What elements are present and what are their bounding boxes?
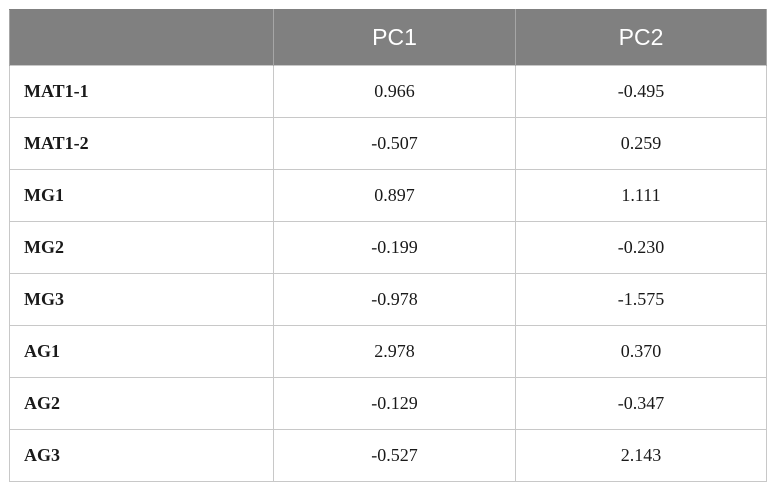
table-row: AG3 -0.527 2.143 [9, 429, 767, 482]
row-label: MG1 [9, 169, 274, 222]
pc1-value: -0.978 [273, 273, 516, 326]
table-row: MG1 0.897 1.111 [9, 169, 767, 222]
pc2-value: -0.230 [515, 221, 767, 274]
pc2-value: 1.111 [515, 169, 767, 222]
pc1-value: -0.527 [273, 429, 516, 482]
header-cell-pc2: PC2 [515, 9, 767, 66]
row-label: MG2 [9, 221, 274, 274]
pc1-value: 2.978 [273, 325, 516, 378]
pc2-value: -0.495 [515, 65, 767, 118]
pc1-value: -0.199 [273, 221, 516, 274]
table-row: AG2 -0.129 -0.347 [9, 377, 767, 430]
pc1-value: -0.129 [273, 377, 516, 430]
row-label: AG3 [9, 429, 274, 482]
table-row: MAT1-2 -0.507 0.259 [9, 117, 767, 170]
row-label: MAT1-2 [9, 117, 274, 170]
row-label: AG1 [9, 325, 274, 378]
table-row: MG3 -0.978 -1.575 [9, 273, 767, 326]
row-label: MG3 [9, 273, 274, 326]
pc2-value: 0.370 [515, 325, 767, 378]
table-header-row: PC1 PC2 [9, 9, 767, 66]
header-cell-pc1: PC1 [273, 9, 516, 66]
pc2-value: -0.347 [515, 377, 767, 430]
row-label: MAT1-1 [9, 65, 274, 118]
pc-loadings-table: PC1 PC2 MAT1-1 0.966 -0.495 MAT1-2 -0.50… [9, 9, 767, 482]
table-row: MG2 -0.199 -0.230 [9, 221, 767, 274]
header-cell-empty [9, 9, 274, 66]
pc1-value: 0.966 [273, 65, 516, 118]
pc1-value: -0.507 [273, 117, 516, 170]
table-row: MAT1-1 0.966 -0.495 [9, 65, 767, 118]
table-row: AG1 2.978 0.370 [9, 325, 767, 378]
pc2-value: -1.575 [515, 273, 767, 326]
pc2-value: 2.143 [515, 429, 767, 482]
pc1-value: 0.897 [273, 169, 516, 222]
row-label: AG2 [9, 377, 274, 430]
pc2-value: 0.259 [515, 117, 767, 170]
